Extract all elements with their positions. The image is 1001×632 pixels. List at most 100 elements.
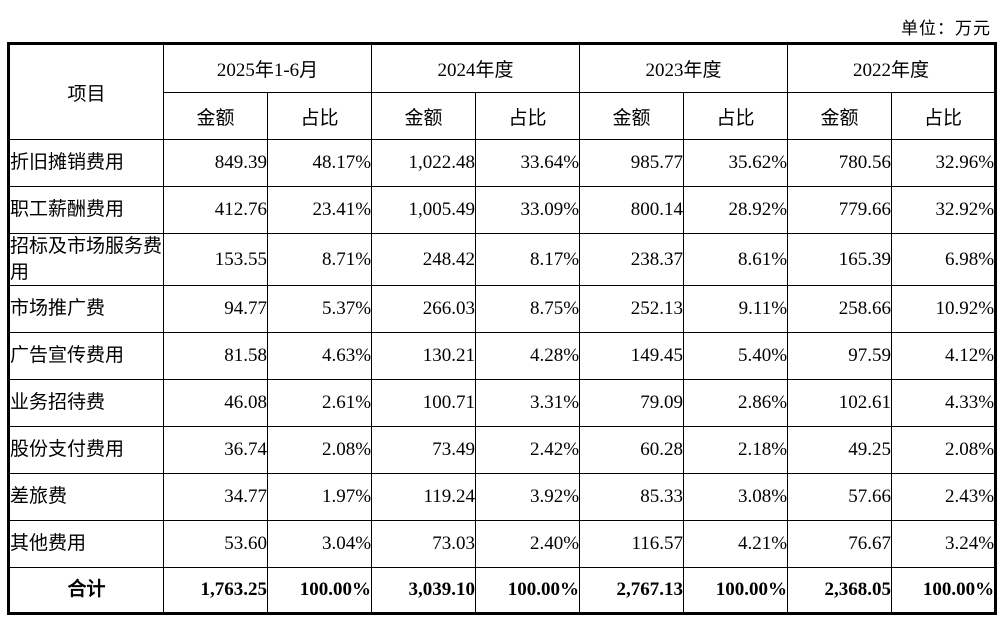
ratio-cell: 23.41% <box>266 186 373 234</box>
row-label: 招标及市场服务费用 <box>8 232 164 287</box>
ratio-cell: 2.86% <box>683 379 789 428</box>
amount-cell: 53.60 <box>163 520 268 569</box>
amount-cell: 1,022.48 <box>371 139 477 187</box>
unit-label: 单位：万元 <box>901 19 991 38</box>
column-header-ratio: 占比 <box>683 92 789 140</box>
column-header-period-2025h1: 2025年1-6月 <box>162 43 373 93</box>
amount-cell: 849.39 <box>163 139 268 187</box>
amount-cell: 57.66 <box>787 473 893 522</box>
ratio-cell: 5.40% <box>683 332 789 381</box>
ratio-cell: 3.04% <box>266 520 373 569</box>
ratio-cell: 4.28% <box>475 332 581 381</box>
amount-cell: 73.03 <box>371 520 477 569</box>
amount-cell: 266.03 <box>371 285 477 334</box>
total-amount-cell: 3,039.10 <box>371 567 477 615</box>
ratio-cell: 48.17% <box>266 139 373 187</box>
ratio-cell: 2.61% <box>266 379 373 428</box>
row-label: 广告宣传费用 <box>8 332 164 381</box>
amount-cell: 102.61 <box>787 379 893 428</box>
amount-cell: 85.33 <box>579 473 685 522</box>
ratio-cell: 4.33% <box>891 379 997 428</box>
amount-cell: 238.37 <box>579 232 685 287</box>
amount-cell: 149.45 <box>579 332 685 381</box>
ratio-cell: 2.42% <box>475 426 581 475</box>
amount-cell: 49.25 <box>787 426 893 475</box>
header-row-subheaders: 金额 占比 金额 占比 金额 占比 金额 占比 <box>9 92 997 140</box>
ratio-cell: 3.31% <box>475 379 581 428</box>
amount-cell: 73.49 <box>371 426 477 475</box>
amount-cell: 34.77 <box>163 473 268 522</box>
ratio-cell: 3.92% <box>475 473 581 522</box>
ratio-cell: 28.92% <box>683 186 789 234</box>
ratio-cell: 2.43% <box>891 473 997 522</box>
ratio-cell: 6.98% <box>891 232 997 287</box>
ratio-cell: 8.61% <box>683 232 789 287</box>
expense-table: 项目 2025年1-6月 2024年度 2023年度 2022年度 金额 占比 … <box>7 42 998 616</box>
table-row: 职工薪酬费用 412.76 23.41% 1,005.49 33.09% 800… <box>8 186 997 234</box>
column-header-ratio: 占比 <box>475 92 581 140</box>
column-header-ratio: 占比 <box>266 92 373 140</box>
ratio-cell: 32.96% <box>891 139 997 187</box>
row-label: 其他费用 <box>8 520 164 569</box>
total-amount-cell: 2,767.13 <box>579 567 685 615</box>
ratio-cell: 8.71% <box>266 232 373 287</box>
ratio-cell: 8.75% <box>475 285 581 334</box>
ratio-cell: 2.08% <box>266 426 373 475</box>
column-header-item: 项目 <box>8 43 164 140</box>
column-header-period-2022: 2022年度 <box>787 43 997 93</box>
ratio-cell: 4.12% <box>891 332 997 381</box>
total-ratio-cell: 100.00% <box>475 567 581 615</box>
table-total-row: 合计 1,763.25 100.00% 3,039.10 100.00% 2,7… <box>8 567 997 615</box>
ratio-cell: 3.08% <box>683 473 789 522</box>
table-row: 广告宣传费用 81.58 4.63% 130.21 4.28% 149.45 5… <box>8 332 997 381</box>
column-header-amount: 金额 <box>579 92 685 140</box>
ratio-cell: 33.64% <box>475 139 581 187</box>
ratio-cell: 9.11% <box>683 285 789 334</box>
table-row: 市场推广费 94.77 5.37% 266.03 8.75% 252.13 9.… <box>8 285 997 334</box>
amount-cell: 153.55 <box>163 232 268 287</box>
row-label: 职工薪酬费用 <box>8 186 164 234</box>
table-row: 折旧摊销费用 849.39 48.17% 1,022.48 33.64% 985… <box>8 139 997 187</box>
amount-cell: 985.77 <box>579 139 685 187</box>
ratio-cell: 4.21% <box>683 520 789 569</box>
amount-cell: 81.58 <box>163 332 268 381</box>
amount-cell: 100.71 <box>371 379 477 428</box>
amount-cell: 252.13 <box>579 285 685 334</box>
total-ratio-cell: 100.00% <box>891 567 997 615</box>
amount-cell: 76.67 <box>787 520 893 569</box>
amount-cell: 46.08 <box>163 379 268 428</box>
total-amount-cell: 2,368.05 <box>787 567 893 615</box>
amount-cell: 800.14 <box>579 186 685 234</box>
ratio-cell: 2.40% <box>475 520 581 569</box>
amount-cell: 60.28 <box>579 426 685 475</box>
amount-cell: 79.09 <box>579 379 685 428</box>
row-label: 股份支付费用 <box>8 426 164 475</box>
ratio-cell: 35.62% <box>683 139 789 187</box>
column-header-amount: 金额 <box>787 92 893 140</box>
column-header-amount: 金额 <box>163 92 268 140</box>
amount-cell: 97.59 <box>787 332 893 381</box>
amount-cell: 258.66 <box>787 285 893 334</box>
amount-cell: 119.24 <box>371 473 477 522</box>
ratio-cell: 33.09% <box>475 186 581 234</box>
ratio-cell: 10.92% <box>891 285 997 334</box>
column-header-period-2023: 2023年度 <box>579 43 789 93</box>
amount-cell: 248.42 <box>371 232 477 287</box>
amount-cell: 116.57 <box>579 520 685 569</box>
header-row-periods: 项目 2025年1-6月 2024年度 2023年度 2022年度 <box>8 43 997 140</box>
ratio-cell: 32.92% <box>891 186 997 234</box>
ratio-cell: 5.37% <box>266 285 373 334</box>
amount-cell: 412.76 <box>163 186 268 234</box>
row-label: 差旅费 <box>8 473 164 522</box>
row-label: 市场推广费 <box>8 285 164 334</box>
total-label: 合计 <box>8 567 164 615</box>
table-row: 招标及市场服务费用 153.55 8.71% 248.42 8.17% 238.… <box>8 232 997 287</box>
amount-cell: 779.66 <box>787 186 893 234</box>
ratio-cell: 2.18% <box>683 426 789 475</box>
amount-cell: 780.56 <box>787 139 893 187</box>
row-label: 折旧摊销费用 <box>8 139 164 187</box>
total-ratio-cell: 100.00% <box>266 567 373 615</box>
ratio-cell: 8.17% <box>475 232 581 287</box>
table-row: 其他费用 53.60 3.04% 73.03 2.40% 116.57 4.21… <box>8 520 997 569</box>
